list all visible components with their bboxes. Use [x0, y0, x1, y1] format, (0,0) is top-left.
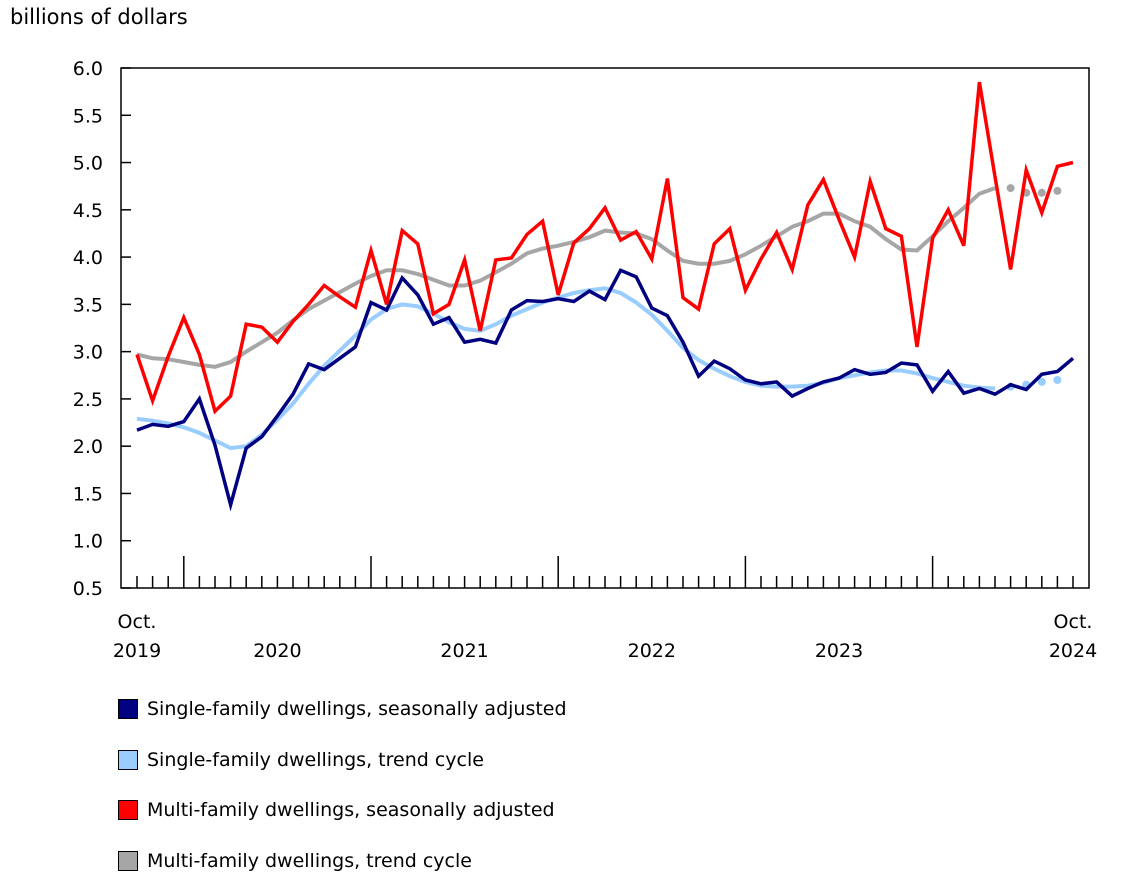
y-tick-label: 0.5 [73, 578, 103, 600]
legend-swatch [118, 851, 138, 871]
series-line-4 [137, 188, 995, 367]
x-tick-label: 2021 [440, 640, 488, 662]
legend-item: Multi-family dwellings, seasonally adjus… [118, 785, 567, 836]
legend-swatch [118, 699, 138, 719]
y-tick-label: 5.0 [73, 153, 103, 175]
x-tick-label: 2022 [628, 640, 676, 662]
legend-label: Multi-family dwellings, trend cycle [147, 850, 472, 872]
x-tick-label: 2023 [815, 640, 863, 662]
series-line-1 [137, 270, 1073, 505]
plot-frame [121, 68, 1089, 588]
line-chart: 0.5 1.0 1.5 2.0 2.5 3.0 3.5 4.0 4.5 5.0 5.5 6.0 Oct.… [0, 0, 1133, 680]
x-tick-label: Oct. [1054, 611, 1093, 633]
x-tick-label: 2019 [113, 640, 161, 662]
series-point-2 [1053, 376, 1061, 384]
legend-label: Single-family dwellings, seasonally adju… [147, 698, 567, 720]
x-tick-label: Oct. [118, 611, 157, 633]
x-tick-label: 2020 [253, 640, 301, 662]
y-tick-label: 3.5 [73, 294, 103, 316]
legend-item: Single-family dwellings, trend cycle [118, 735, 567, 786]
y-tick-label: 2.5 [73, 389, 103, 411]
x-tick-label: 2024 [1049, 640, 1097, 662]
series-line-2 [137, 288, 995, 448]
y-tick-label: 5.5 [73, 105, 103, 127]
series-point-4 [1007, 184, 1015, 192]
y-tick-label: 3.0 [73, 342, 103, 364]
legend-item: Multi-family dwellings, trend cycle [118, 836, 567, 886]
legend: Single-family dwellings, seasonally adju… [118, 684, 567, 886]
series-line-3 [137, 82, 1073, 411]
y-tick-label: 2.0 [73, 436, 103, 458]
y-tick-label: 1.0 [73, 531, 103, 553]
legend-swatch [118, 800, 138, 820]
y-tick-label: 6.0 [73, 58, 103, 80]
y-tick-label: 4.5 [73, 200, 103, 222]
y-tick-label: 4.0 [73, 247, 103, 269]
series-point-4 [1038, 189, 1046, 197]
legend-label: Multi-family dwellings, seasonally adjus… [147, 799, 555, 821]
legend-swatch [118, 750, 138, 770]
y-tick-label: 1.5 [73, 483, 103, 505]
series-point-4 [1053, 187, 1061, 195]
legend-label: Single-family dwellings, trend cycle [147, 749, 484, 771]
legend-item: Single-family dwellings, seasonally adju… [118, 684, 567, 735]
